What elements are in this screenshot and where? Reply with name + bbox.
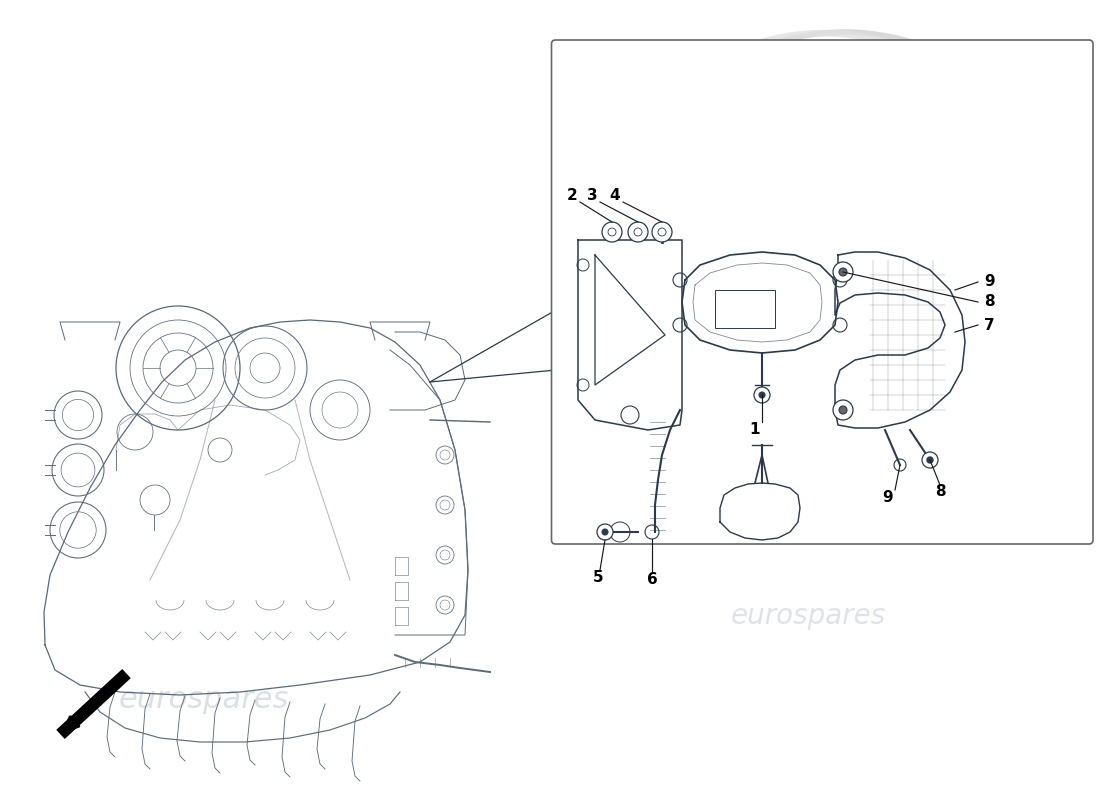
Circle shape	[839, 268, 847, 276]
Circle shape	[833, 400, 853, 420]
Circle shape	[759, 392, 764, 398]
Text: eurospares: eurospares	[828, 86, 991, 114]
Text: 1: 1	[750, 422, 760, 438]
Text: eurospares: eurospares	[730, 602, 887, 630]
Circle shape	[597, 524, 613, 540]
Text: 5: 5	[593, 570, 603, 586]
Circle shape	[927, 457, 933, 463]
Text: 4: 4	[609, 187, 620, 202]
Circle shape	[628, 222, 648, 242]
Text: 6: 6	[647, 573, 658, 587]
Circle shape	[754, 387, 770, 403]
Text: 8: 8	[935, 485, 945, 499]
Text: 2: 2	[566, 187, 578, 202]
Circle shape	[922, 452, 938, 468]
Text: eurospares: eurospares	[119, 686, 288, 714]
Circle shape	[833, 262, 853, 282]
Text: 3: 3	[586, 187, 597, 202]
Circle shape	[839, 406, 847, 414]
FancyBboxPatch shape	[551, 40, 1093, 544]
Text: 7: 7	[984, 318, 994, 333]
Bar	[715, 290, 775, 328]
Text: 9: 9	[984, 274, 994, 290]
Text: 8: 8	[984, 294, 994, 310]
Circle shape	[602, 222, 621, 242]
Circle shape	[652, 222, 672, 242]
Circle shape	[602, 529, 608, 535]
Text: 9: 9	[882, 490, 893, 506]
